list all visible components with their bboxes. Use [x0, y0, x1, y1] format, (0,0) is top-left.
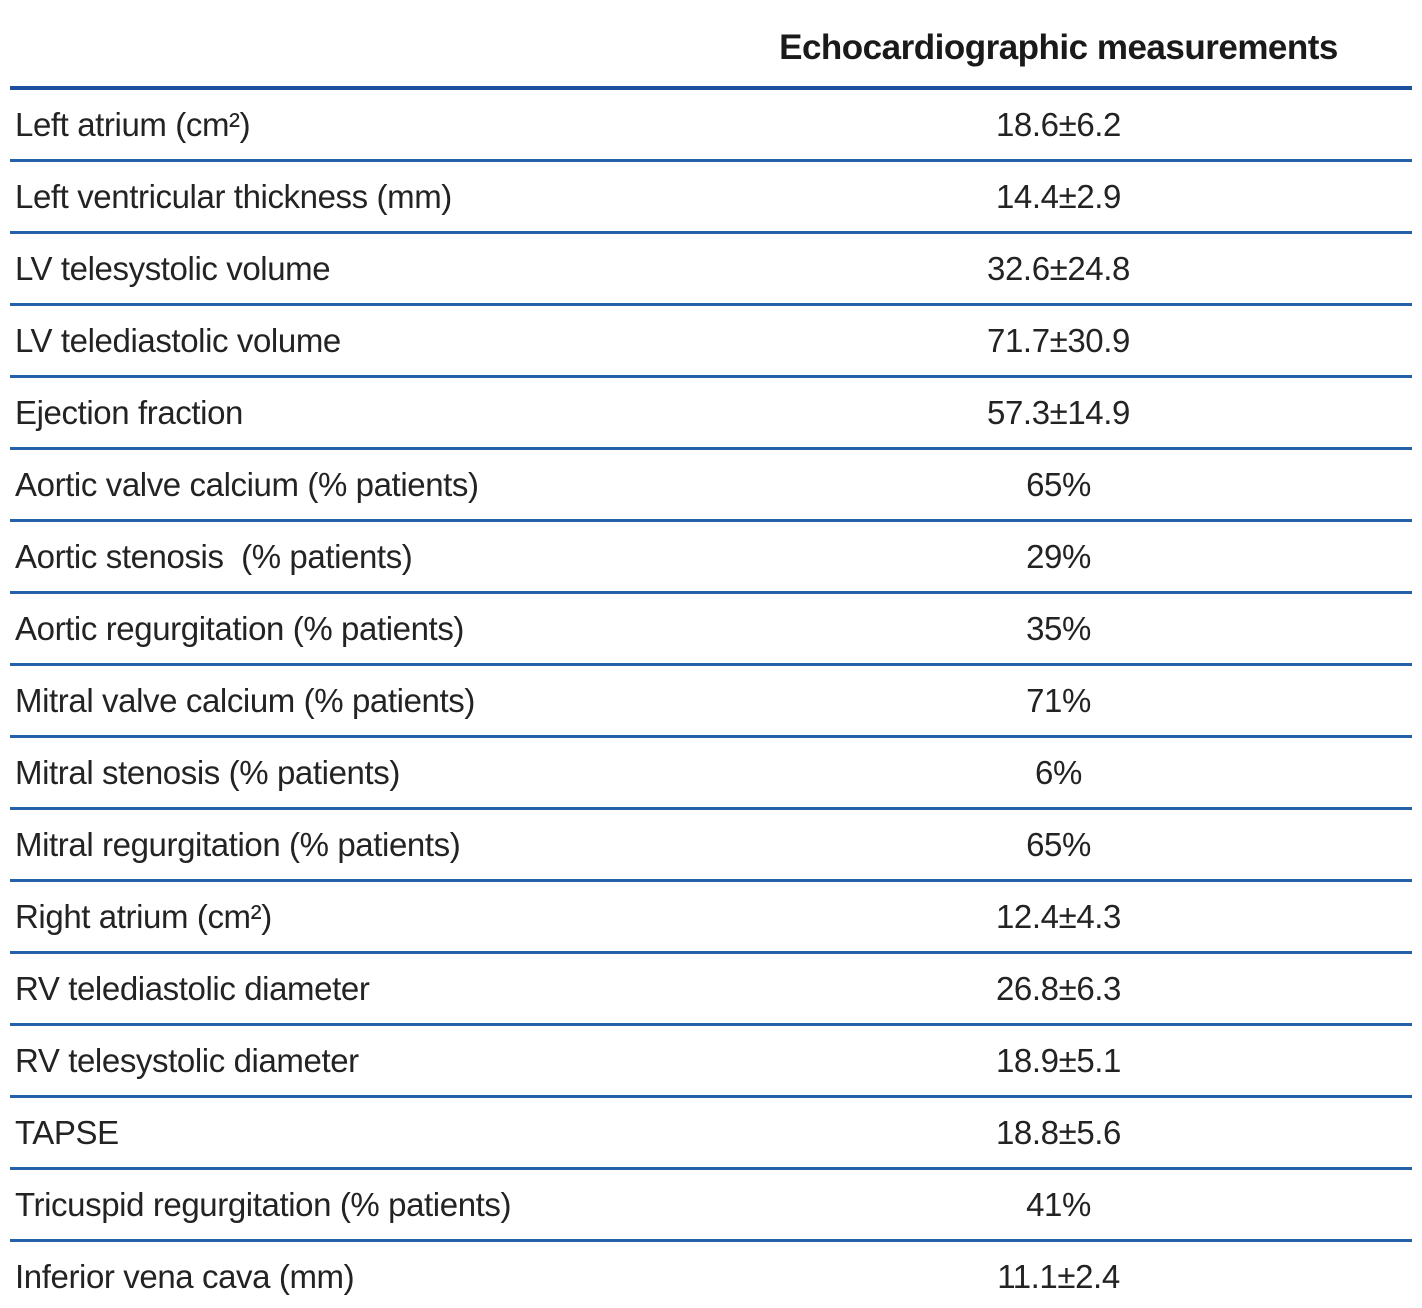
row-label: Right atrium (cm²) [10, 880, 705, 954]
row-label: RV telediastolic diameter [10, 952, 705, 1026]
row-label: LV telediastolic volume [10, 304, 705, 378]
table-row: Mitral stenosis (% patients) 6% [10, 736, 1412, 810]
row-value: 41% [705, 1168, 1412, 1242]
row-value: 18.8±5.6 [705, 1096, 1412, 1170]
row-value: 18.9±5.1 [705, 1024, 1412, 1098]
row-value: 14.4±2.9 [705, 160, 1412, 234]
table-row: Mitral regurgitation (% patients) 65% [10, 808, 1412, 882]
table-row: Left ventricular thickness (mm) 14.4±2.9 [10, 160, 1412, 234]
row-label: Aortic valve calcium (% patients) [10, 448, 705, 522]
row-value: 32.6±24.8 [705, 232, 1412, 306]
row-label: Aortic regurgitation (% patients) [10, 592, 705, 666]
table-row: LV telesystolic volume 32.6±24.8 [10, 232, 1412, 306]
table-row: Aortic stenosis (% patients) 29% [10, 520, 1412, 594]
table-body: Left atrium (cm²) 18.6±6.2 Left ventricu… [10, 88, 1412, 1308]
table-row: RV telediastolic diameter 26.8±6.3 [10, 952, 1412, 1026]
row-value: 11.1±2.4 [705, 1240, 1412, 1308]
table-row: Ejection fraction 57.3±14.9 [10, 376, 1412, 450]
table-row: Right atrium (cm²) 12.4±4.3 [10, 880, 1412, 954]
header-empty-cell [10, 14, 705, 90]
row-value: 71% [705, 664, 1412, 738]
row-label: Mitral regurgitation (% patients) [10, 808, 705, 882]
table-header-row: Echocardiographic measurements [10, 14, 1412, 90]
row-value: 26.8±6.3 [705, 952, 1412, 1026]
row-label: TAPSE [10, 1096, 705, 1170]
table-row: Aortic valve calcium (% patients) 65% [10, 448, 1412, 522]
row-label: Tricuspid regurgitation (% patients) [10, 1168, 705, 1242]
table-row: RV telesystolic diameter 18.9±5.1 [10, 1024, 1412, 1098]
row-label: Left ventricular thickness (mm) [10, 160, 705, 234]
row-label: Aortic stenosis (% patients) [10, 520, 705, 594]
table-row: Left atrium (cm²) 18.6±6.2 [10, 88, 1412, 162]
table-row: LV telediastolic volume 71.7±30.9 [10, 304, 1412, 378]
row-value: 35% [705, 592, 1412, 666]
row-value: 65% [705, 448, 1412, 522]
row-label: Inferior vena cava (mm) [10, 1240, 705, 1308]
row-label: Left atrium (cm²) [10, 88, 705, 162]
row-value: 12.4±4.3 [705, 880, 1412, 954]
row-value: 71.7±30.9 [705, 304, 1412, 378]
row-value: 65% [705, 808, 1412, 882]
table-row: Aortic regurgitation (% patients) 35% [10, 592, 1412, 666]
row-label: RV telesystolic diameter [10, 1024, 705, 1098]
row-value: 18.6±6.2 [705, 88, 1412, 162]
row-value: 6% [705, 736, 1412, 810]
row-value: 57.3±14.9 [705, 376, 1412, 450]
table-title: Echocardiographic measurements [705, 14, 1412, 90]
table-row: Mitral valve calcium (% patients) 71% [10, 664, 1412, 738]
table-row: Inferior vena cava (mm) 11.1±2.4 [10, 1240, 1412, 1308]
echo-measurements-table: Echocardiographic measurements Left atri… [10, 14, 1412, 1308]
row-label: LV telesystolic volume [10, 232, 705, 306]
row-label: Mitral stenosis (% patients) [10, 736, 705, 810]
row-label: Mitral valve calcium (% patients) [10, 664, 705, 738]
table-row: Tricuspid regurgitation (% patients) 41% [10, 1168, 1412, 1242]
table-row: TAPSE 18.8±5.6 [10, 1096, 1412, 1170]
row-label: Ejection fraction [10, 376, 705, 450]
row-value: 29% [705, 520, 1412, 594]
